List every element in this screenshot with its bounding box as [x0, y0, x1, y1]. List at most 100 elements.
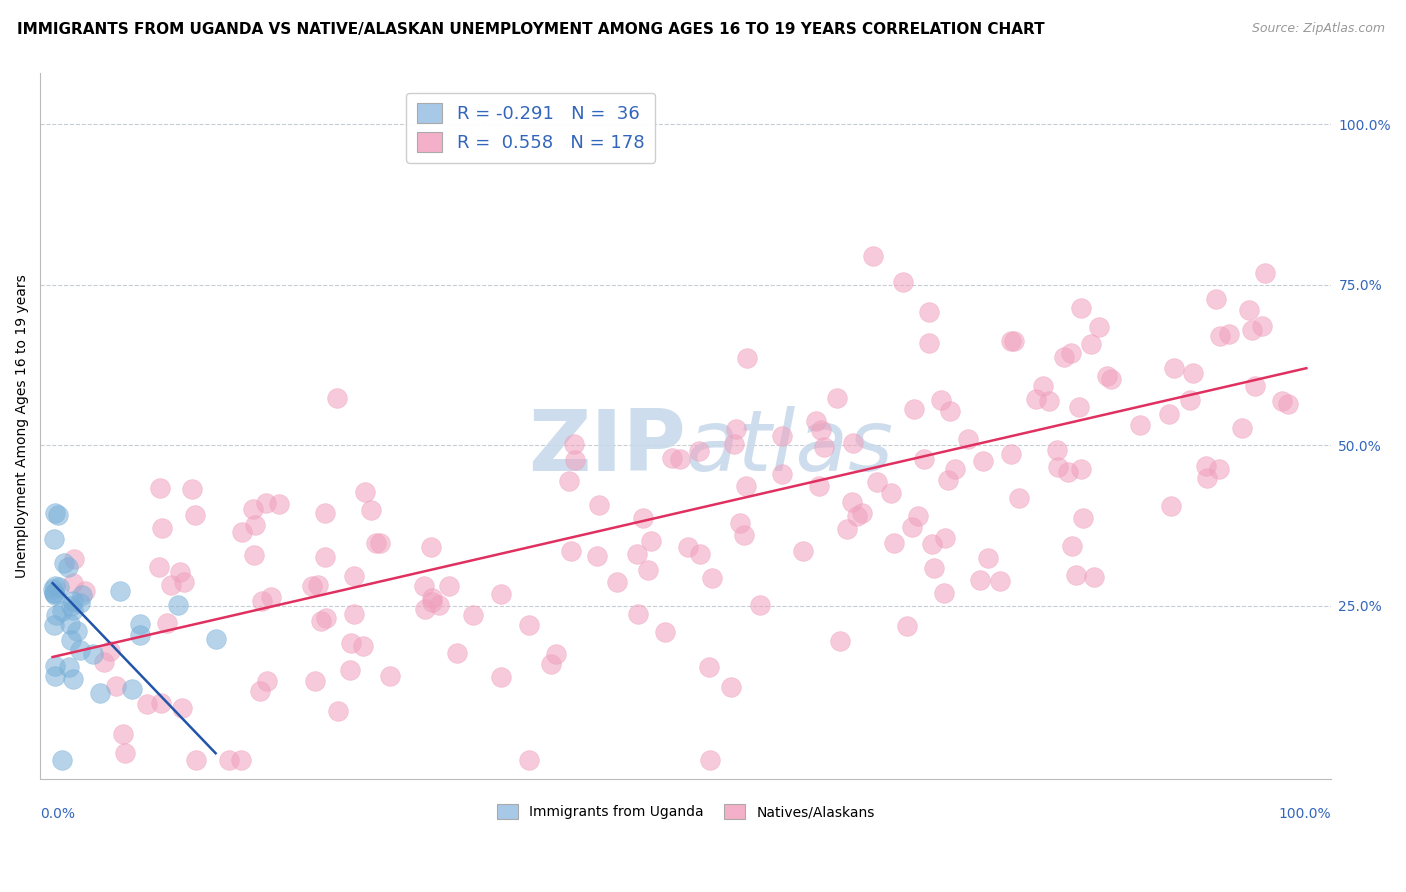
Point	[204, 632, 226, 647]
Point	[353, 485, 375, 500]
Legend: Immigrants from Uganda, Natives/Alaskans: Immigrants from Uganda, Natives/Alaskans	[491, 798, 880, 825]
Point	[688, 443, 710, 458]
Point	[314, 549, 336, 564]
Point	[1163, 361, 1185, 376]
Point	[637, 563, 659, 577]
Point	[160, 578, 183, 592]
Point	[866, 475, 889, 490]
Point	[842, 436, 865, 450]
Point	[588, 499, 610, 513]
Point	[841, 495, 863, 509]
Point	[62, 576, 84, 591]
Point	[149, 481, 172, 495]
Point	[58, 660, 80, 674]
Point	[770, 467, 793, 481]
Point	[626, 547, 648, 561]
Point	[830, 634, 852, 648]
Point	[1038, 394, 1060, 409]
Point	[813, 440, 835, 454]
Point	[105, 680, 128, 694]
Point	[46, 508, 69, 523]
Point	[93, 655, 115, 669]
Point	[851, 506, 873, 520]
Point	[254, 495, 277, 509]
Point	[1250, 319, 1272, 334]
Point	[918, 336, 941, 351]
Point	[939, 404, 962, 418]
Text: 100.0%: 100.0%	[1279, 806, 1331, 821]
Point	[749, 598, 772, 612]
Point	[1087, 320, 1109, 334]
Point	[770, 429, 793, 443]
Point	[1209, 328, 1232, 343]
Point	[943, 462, 966, 476]
Point	[846, 508, 869, 523]
Point	[661, 450, 683, 465]
Point	[627, 607, 650, 621]
Point	[422, 591, 444, 605]
Point	[1032, 378, 1054, 392]
Point	[111, 727, 134, 741]
Point	[42, 618, 65, 632]
Point	[51, 753, 73, 767]
Point	[44, 586, 66, 600]
Point	[368, 536, 391, 550]
Point	[1237, 302, 1260, 317]
Point	[89, 686, 111, 700]
Point	[606, 574, 628, 589]
Point	[69, 643, 91, 657]
Point	[413, 602, 436, 616]
Point	[560, 544, 582, 558]
Point	[1002, 334, 1025, 348]
Point	[1099, 371, 1122, 385]
Point	[903, 401, 925, 416]
Point	[314, 506, 336, 520]
Point	[921, 537, 943, 551]
Point	[1159, 407, 1181, 421]
Text: atlas: atlas	[686, 406, 894, 489]
Point	[218, 753, 240, 767]
Point	[69, 596, 91, 610]
Point	[326, 392, 349, 406]
Point	[735, 479, 758, 493]
Point	[339, 663, 361, 677]
Point	[42, 582, 65, 596]
Point	[307, 578, 329, 592]
Point	[1060, 345, 1083, 359]
Point	[1025, 392, 1047, 406]
Point	[1083, 570, 1105, 584]
Point	[42, 585, 65, 599]
Point	[808, 479, 831, 493]
Point	[1195, 471, 1218, 485]
Point	[184, 508, 207, 522]
Point	[44, 658, 66, 673]
Point	[676, 540, 699, 554]
Point	[735, 351, 758, 366]
Point	[1070, 301, 1092, 315]
Point	[654, 625, 676, 640]
Point	[932, 585, 955, 599]
Point	[896, 619, 918, 633]
Point	[326, 704, 349, 718]
Point	[880, 485, 903, 500]
Point	[1080, 337, 1102, 351]
Point	[242, 502, 264, 516]
Point	[114, 746, 136, 760]
Point	[60, 633, 83, 648]
Point	[1045, 442, 1067, 457]
Point	[229, 753, 252, 767]
Point	[173, 575, 195, 590]
Point	[540, 657, 562, 672]
Point	[969, 573, 991, 587]
Point	[558, 474, 581, 488]
Point	[304, 674, 326, 689]
Point	[51, 604, 73, 618]
Text: IMMIGRANTS FROM UGANDA VS NATIVE/ALASKAN UNEMPLOYMENT AMONG AGES 16 TO 19 YEARS : IMMIGRANTS FROM UGANDA VS NATIVE/ALASKAN…	[17, 22, 1045, 37]
Point	[956, 432, 979, 446]
Point	[825, 392, 848, 406]
Point	[315, 610, 337, 624]
Point	[1208, 461, 1230, 475]
Point	[231, 525, 253, 540]
Point	[260, 590, 283, 604]
Point	[352, 640, 374, 654]
